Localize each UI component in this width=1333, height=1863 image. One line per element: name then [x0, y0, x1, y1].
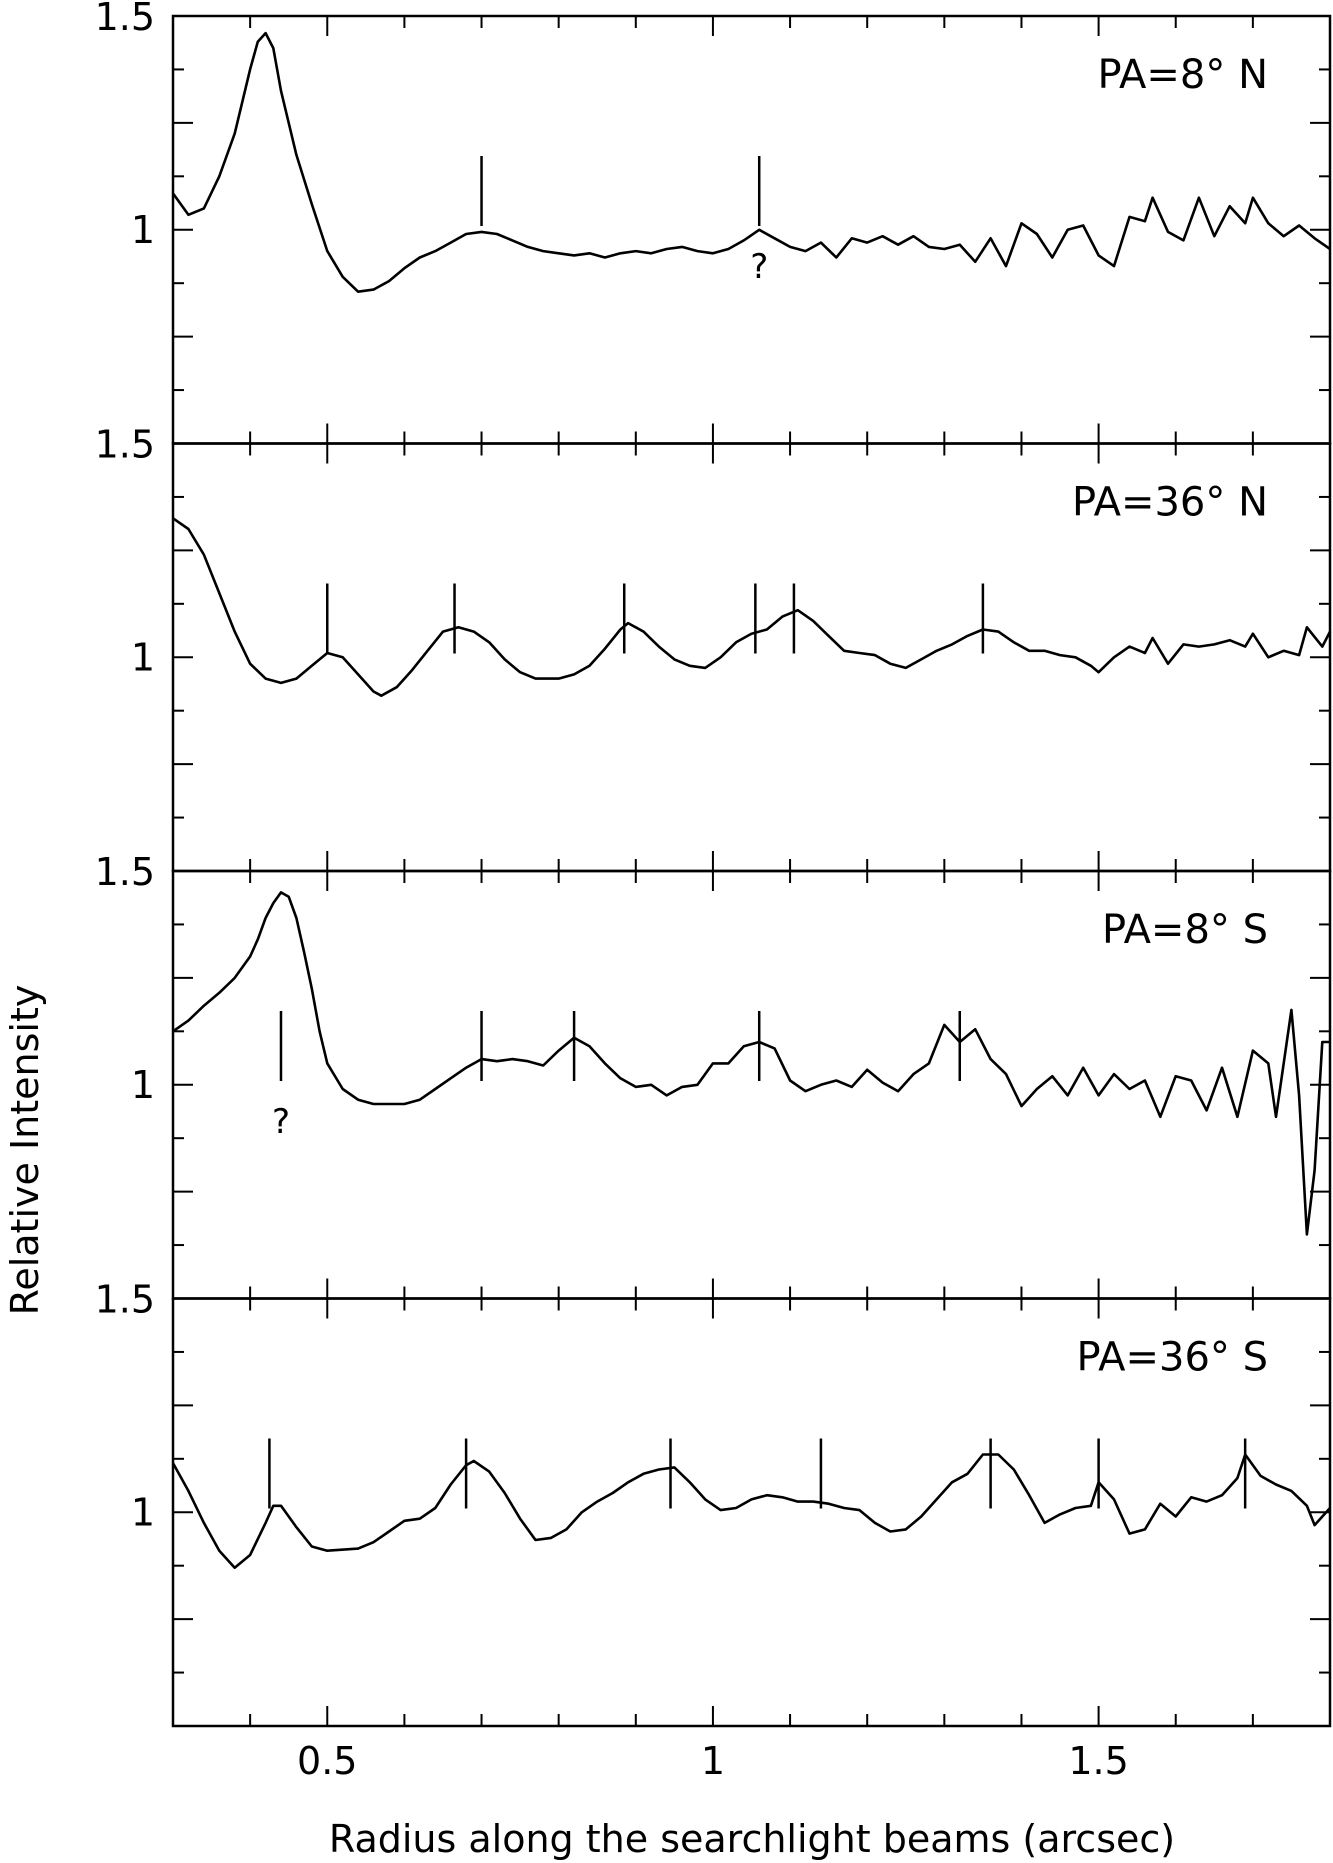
panel-label: PA=36° N [1072, 480, 1268, 526]
x-tick-label: 1 [701, 1739, 725, 1783]
y-axis-label: Relative Intensity [3, 985, 47, 1316]
y-tick-label: 1 [131, 635, 155, 679]
panel-label: PA=36° S [1077, 1335, 1268, 1381]
y-tick-label: 1.5 [95, 0, 155, 39]
series-line [173, 1453, 1330, 1570]
x-tick-label: 1.5 [1068, 1739, 1128, 1783]
panel-1: 1 1.5? PA=8° N [95, 0, 1332, 445]
series-line [173, 517, 1330, 698]
panel-4: 1 1.5 PA=36° S [95, 1278, 1332, 1728]
x-axis-label: Radius along the searchlight beams (arcs… [329, 1817, 1175, 1861]
panel-2: 1 1.5 PA=36° N [95, 423, 1332, 873]
y-tick-label: 1.5 [95, 423, 155, 467]
panel-label: PA=8° N [1097, 52, 1268, 98]
marker-note: ? [750, 247, 768, 287]
x-tick-label: 0.5 [297, 1739, 357, 1783]
y-tick-label: 1 [131, 1490, 155, 1534]
y-tick-label: 1 [131, 208, 155, 252]
panels: 1 1.5? PA=8° N 1 1.5 PA=36° N 1 1.5? PA=8° S 1 1.5… [95, 0, 1332, 1783]
panel-3: 1 1.5? PA=8° S [95, 850, 1332, 1300]
y-tick-label: 1.5 [95, 850, 155, 894]
series-line [173, 31, 1330, 294]
marker-note: ? [272, 1102, 290, 1142]
panel-label: PA=8° S [1102, 907, 1268, 953]
y-tick-label: 1 [131, 1063, 155, 1107]
y-tick-label: 1.5 [95, 1278, 155, 1322]
series-line [173, 891, 1330, 1236]
